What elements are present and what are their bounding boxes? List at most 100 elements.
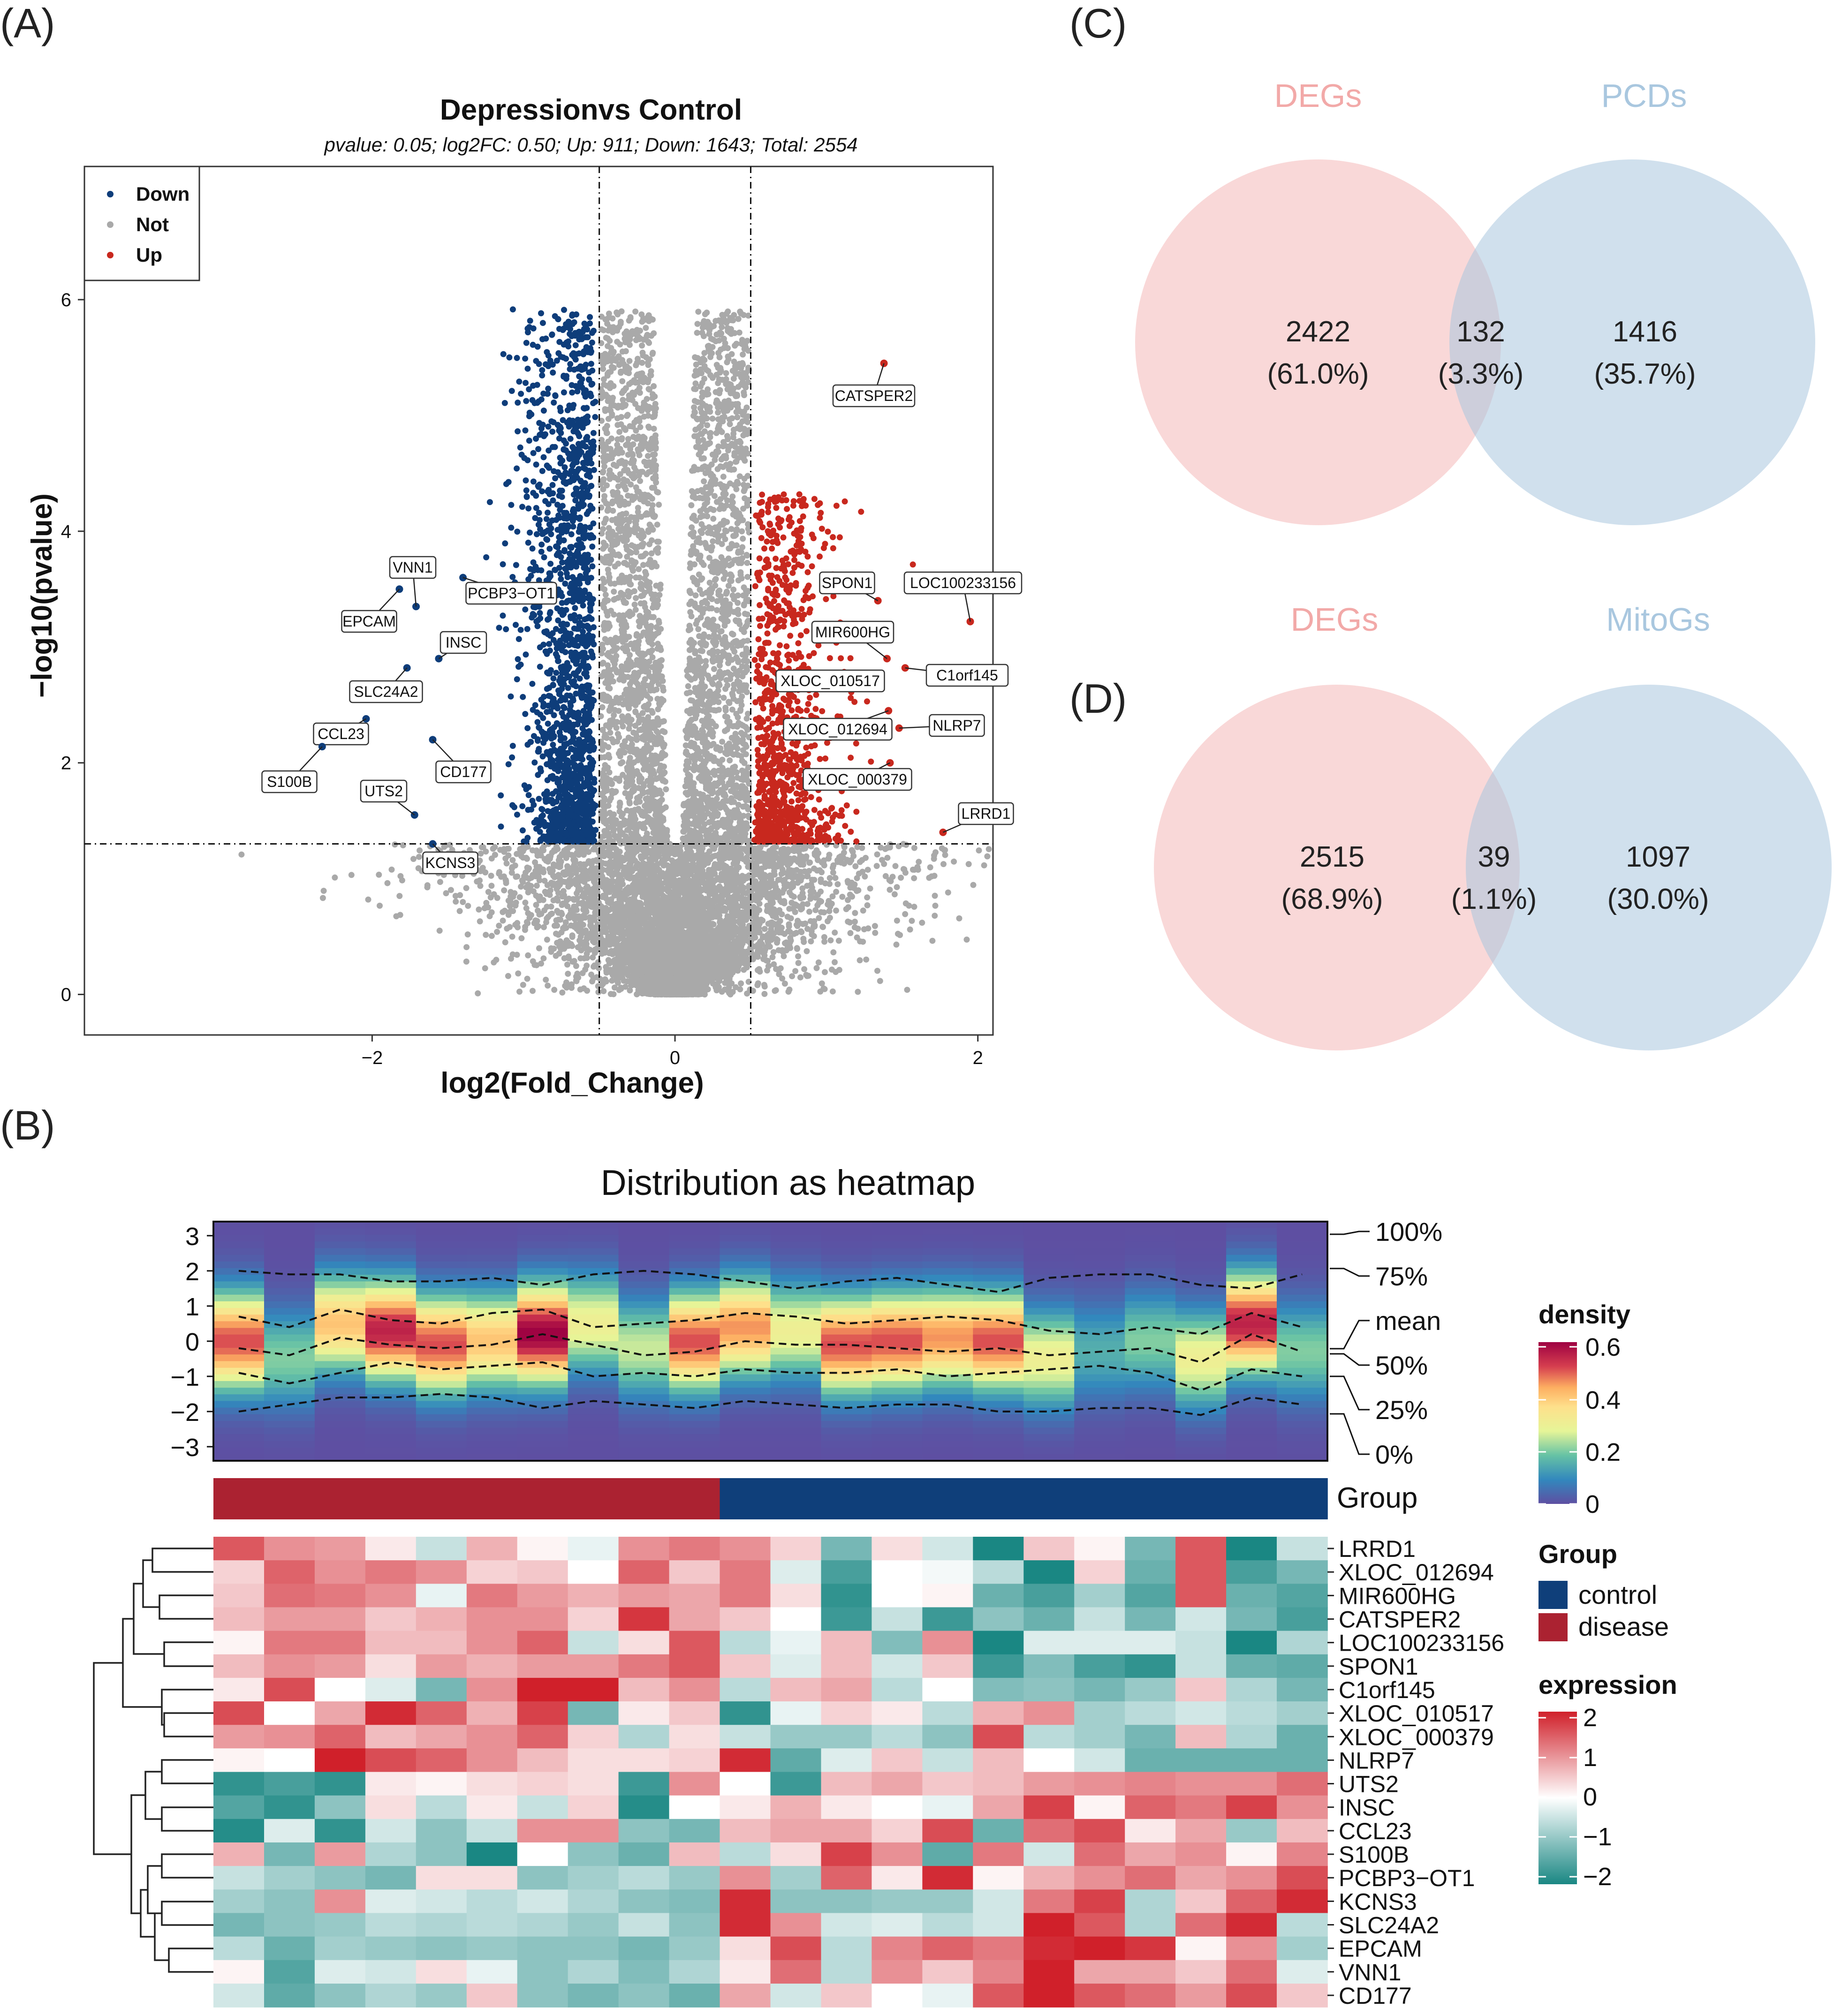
volcano-point-not xyxy=(894,917,900,924)
volcano-points xyxy=(238,306,992,998)
volcano-title: Depressionvs Control xyxy=(440,94,742,126)
volcano-point-not xyxy=(832,875,839,881)
volcano-point-not xyxy=(608,851,615,858)
volcano-point-not xyxy=(488,873,494,879)
volcano-point-not xyxy=(867,885,873,892)
volcano-point-not xyxy=(523,905,530,912)
volcano-point-not xyxy=(508,869,515,876)
volcano-point-not xyxy=(832,929,838,936)
volcano-point-not xyxy=(859,845,865,851)
volcano-point-not xyxy=(632,857,638,864)
volcano-subtitle: pvalue: 0.05; log2FC: 0.50; Up: 911; Dow… xyxy=(323,134,857,156)
volcano-y-tick-label: 4 xyxy=(61,521,71,542)
volcano-point-not xyxy=(520,879,526,885)
volcano-point-not xyxy=(622,930,629,936)
volcano-point-not xyxy=(500,917,506,924)
volcano-point-not xyxy=(592,881,599,888)
volcano-y-tick-label: 2 xyxy=(61,753,71,774)
volcano-point-not xyxy=(548,880,554,886)
volcano-point-not xyxy=(799,885,806,891)
volcano-point-not xyxy=(830,869,836,876)
volcano-point-not xyxy=(388,866,395,873)
volcano-point-not xyxy=(775,876,781,883)
volcano-point-not xyxy=(830,862,837,868)
volcano-point-not xyxy=(463,885,470,891)
volcano-point-not xyxy=(410,856,417,862)
volcano-point-not xyxy=(541,877,548,884)
volcano-point-not xyxy=(561,892,567,899)
volcano-point-not xyxy=(544,936,550,943)
volcano-x-tick-label: 2 xyxy=(973,1048,983,1068)
volcano-point-not xyxy=(843,906,849,913)
volcano-point-not xyxy=(687,878,694,884)
volcano-point-not xyxy=(664,877,671,883)
volcano-x-tick-label: −2 xyxy=(362,1048,383,1068)
volcano-point-not xyxy=(512,902,519,909)
volcano-point-not xyxy=(816,915,822,921)
volcano-point-not xyxy=(605,899,611,906)
volcano-point-not xyxy=(781,898,788,904)
volcano-point-not xyxy=(555,890,561,896)
volcano-point-not xyxy=(892,863,899,869)
volcano-point-not xyxy=(849,847,855,853)
volcano-point-not xyxy=(804,901,811,907)
volcano-x-tick-label: 0 xyxy=(670,1048,680,1068)
panel-label-c: (C) xyxy=(1069,0,1127,46)
volcano-point-not xyxy=(911,845,917,851)
volcano-point-not xyxy=(581,852,587,858)
volcano-point-not xyxy=(533,902,539,908)
volcano-point-not xyxy=(807,896,814,902)
volcano-point-not xyxy=(522,899,529,906)
volcano-point-not xyxy=(727,902,734,908)
panel-label-b: (B) xyxy=(0,1102,55,1148)
volcano-point-not xyxy=(564,863,570,869)
volcano-point-not xyxy=(563,853,570,860)
volcano-point-not xyxy=(561,847,568,854)
volcano-y-tick-label: 6 xyxy=(61,290,71,310)
volcano-point-not xyxy=(523,869,529,876)
volcano-point-not xyxy=(718,859,725,866)
volcano-point-not xyxy=(852,863,859,869)
volcano-point-not xyxy=(533,883,540,889)
volcano-point-not xyxy=(852,910,858,916)
volcano-point-not xyxy=(583,884,590,891)
volcano-point-not xyxy=(951,858,957,865)
volcano-point-not xyxy=(632,875,639,882)
volcano-point-not xyxy=(927,864,933,870)
volcano-point-not xyxy=(864,867,871,873)
volcano-y-tick-label: 0 xyxy=(61,985,71,1005)
volcano-point-not xyxy=(623,966,629,972)
volcano-point-not xyxy=(826,875,833,881)
volcano-point-not xyxy=(864,894,871,901)
volcano-point-not xyxy=(482,869,489,876)
panel-label-a: (A) xyxy=(0,0,55,46)
volcano-point-not xyxy=(575,944,581,951)
volcano-point-not xyxy=(833,907,839,914)
volcano-point-not xyxy=(516,894,523,900)
volcano-point-not xyxy=(528,912,534,918)
volcano-plot: Depressionvs Control pvalue: 0.05; log2F… xyxy=(26,94,1023,1099)
volcano-point-not xyxy=(616,896,623,903)
volcano-point-not xyxy=(456,908,463,914)
volcano-point-not xyxy=(614,849,620,855)
volcano-point-not xyxy=(894,884,900,891)
volcano-point-not xyxy=(811,865,818,872)
volcano-point-not xyxy=(911,875,917,882)
volcano-point-not xyxy=(708,977,714,984)
volcano-point-not xyxy=(416,853,422,860)
volcano-point-not xyxy=(646,896,652,903)
volcano-point-not xyxy=(752,934,758,941)
volcano-point-not xyxy=(606,960,613,966)
volcano-point-not xyxy=(839,893,846,900)
volcano-point-not xyxy=(577,933,584,940)
volcano-axis-ticks: −2 0 2 0 2 4 6 xyxy=(61,290,983,1068)
volcano-point-not xyxy=(804,926,811,932)
volcano-point-not xyxy=(485,889,492,895)
volcano-point-not xyxy=(784,914,791,920)
volcano-point-not xyxy=(916,859,922,865)
panel-label-d: (D) xyxy=(1069,675,1127,722)
volcano-point-not xyxy=(490,846,496,852)
volcano-point-not xyxy=(882,873,889,879)
volcano-point-not xyxy=(628,928,635,935)
